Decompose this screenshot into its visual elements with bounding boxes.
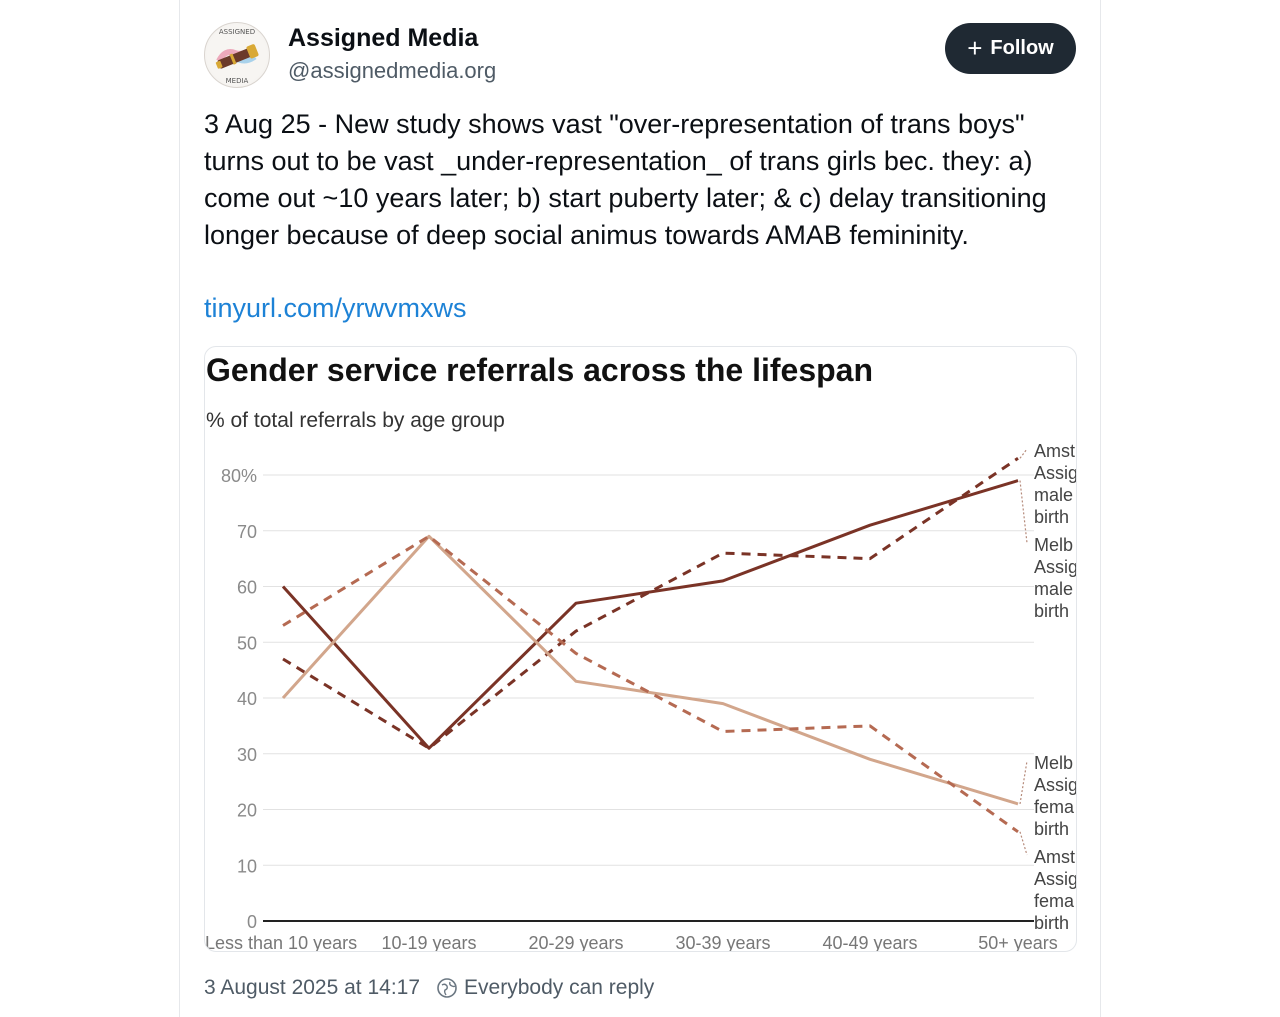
- label-leader-mel_female: [1019, 760, 1028, 805]
- series-label-ams_female: birth: [1034, 913, 1069, 933]
- chart-title: Gender service referrals across the life…: [206, 352, 873, 388]
- chart-image-card[interactable]: Gender service referrals across the life…: [204, 346, 1077, 952]
- series-label-ams_male: Amst: [1034, 441, 1075, 461]
- series-label-ams_male: Assig: [1034, 463, 1076, 483]
- timestamp[interactable]: 3 August 2025 at 14:17: [204, 976, 421, 999]
- post-text: 3 Aug 25 - New study shows vast "over-re…: [204, 109, 1047, 250]
- x-tick-label: 30-39 years: [675, 933, 770, 951]
- post-container: [179, 0, 1101, 1017]
- x-tick-label: 20-29 years: [528, 933, 623, 951]
- series-label-mel_male: birth: [1034, 601, 1069, 621]
- series-line-mel_male: [281, 479, 1019, 750]
- y-tick-label: 0: [247, 912, 257, 932]
- series-label-ams_female: fema: [1034, 891, 1075, 911]
- series-line-ams_female: [282, 534, 1019, 834]
- reply-setting-icon: [436, 977, 458, 999]
- author-name[interactable]: Assigned Media: [288, 24, 479, 52]
- series-label-mel_male: Assig: [1034, 557, 1076, 577]
- plus-icon: +: [967, 32, 983, 63]
- y-tick-label: 30: [237, 745, 257, 765]
- y-tick-label: 20: [237, 801, 257, 821]
- series-label-mel_female: Melb: [1034, 753, 1073, 773]
- chart-subtitle: % of total referrals by age group: [206, 409, 505, 432]
- post-meta: 3 August 2025 at 14:17 Everybody can rep…: [204, 976, 654, 1000]
- series-label-ams_male: male: [1034, 485, 1073, 505]
- series-label-ams_female: Amst: [1034, 847, 1075, 867]
- series-label-ams_male: birth: [1034, 507, 1069, 527]
- post-link[interactable]: tinyurl.com/yrwvmxws: [204, 293, 467, 323]
- avatar-text-bottom: MEDIA: [226, 77, 249, 85]
- author-avatar[interactable]: ASSIGNED MEDIA: [204, 22, 270, 88]
- x-tick-label: 50+ years: [978, 933, 1058, 951]
- series-label-ams_female: Assig: [1034, 869, 1076, 889]
- series-label-mel_female: Assig: [1034, 775, 1076, 795]
- x-tick-label: Less than 10 years: [205, 933, 357, 951]
- series-label-mel_male: male: [1034, 579, 1073, 599]
- follow-button[interactable]: + Follow: [945, 23, 1076, 74]
- series-label-mel_female: fema: [1034, 797, 1075, 817]
- label-leader-mel_male: [1019, 480, 1028, 544]
- y-tick-label: 10: [237, 856, 257, 876]
- y-tick-label: 80%: [221, 466, 257, 486]
- series-line-mel_female: [281, 534, 1019, 806]
- label-leader-ams_female: [1019, 831, 1028, 856]
- y-tick-label: 40: [237, 689, 257, 709]
- y-tick-label: 60: [237, 578, 257, 598]
- series-line-ams_male: [282, 457, 1019, 750]
- label-leader-ams_male: [1019, 448, 1028, 459]
- x-tick-label: 10-19 years: [381, 933, 476, 951]
- series-label-mel_female: birth: [1034, 819, 1069, 839]
- telescope-logo-icon: ASSIGNED MEDIA: [207, 25, 267, 85]
- follow-label: Follow: [990, 37, 1054, 59]
- y-tick-label: 50: [237, 633, 257, 653]
- author-handle[interactable]: @assignedmedia.org: [288, 58, 497, 83]
- reply-setting-label[interactable]: Everybody can reply: [464, 976, 655, 999]
- avatar-text-top: ASSIGNED: [219, 28, 255, 36]
- line-chart: Gender service referrals across the life…: [205, 352, 1076, 951]
- y-tick-label: 70: [237, 522, 257, 542]
- series-label-mel_male: Melb: [1034, 535, 1073, 555]
- x-tick-label: 40-49 years: [822, 933, 917, 951]
